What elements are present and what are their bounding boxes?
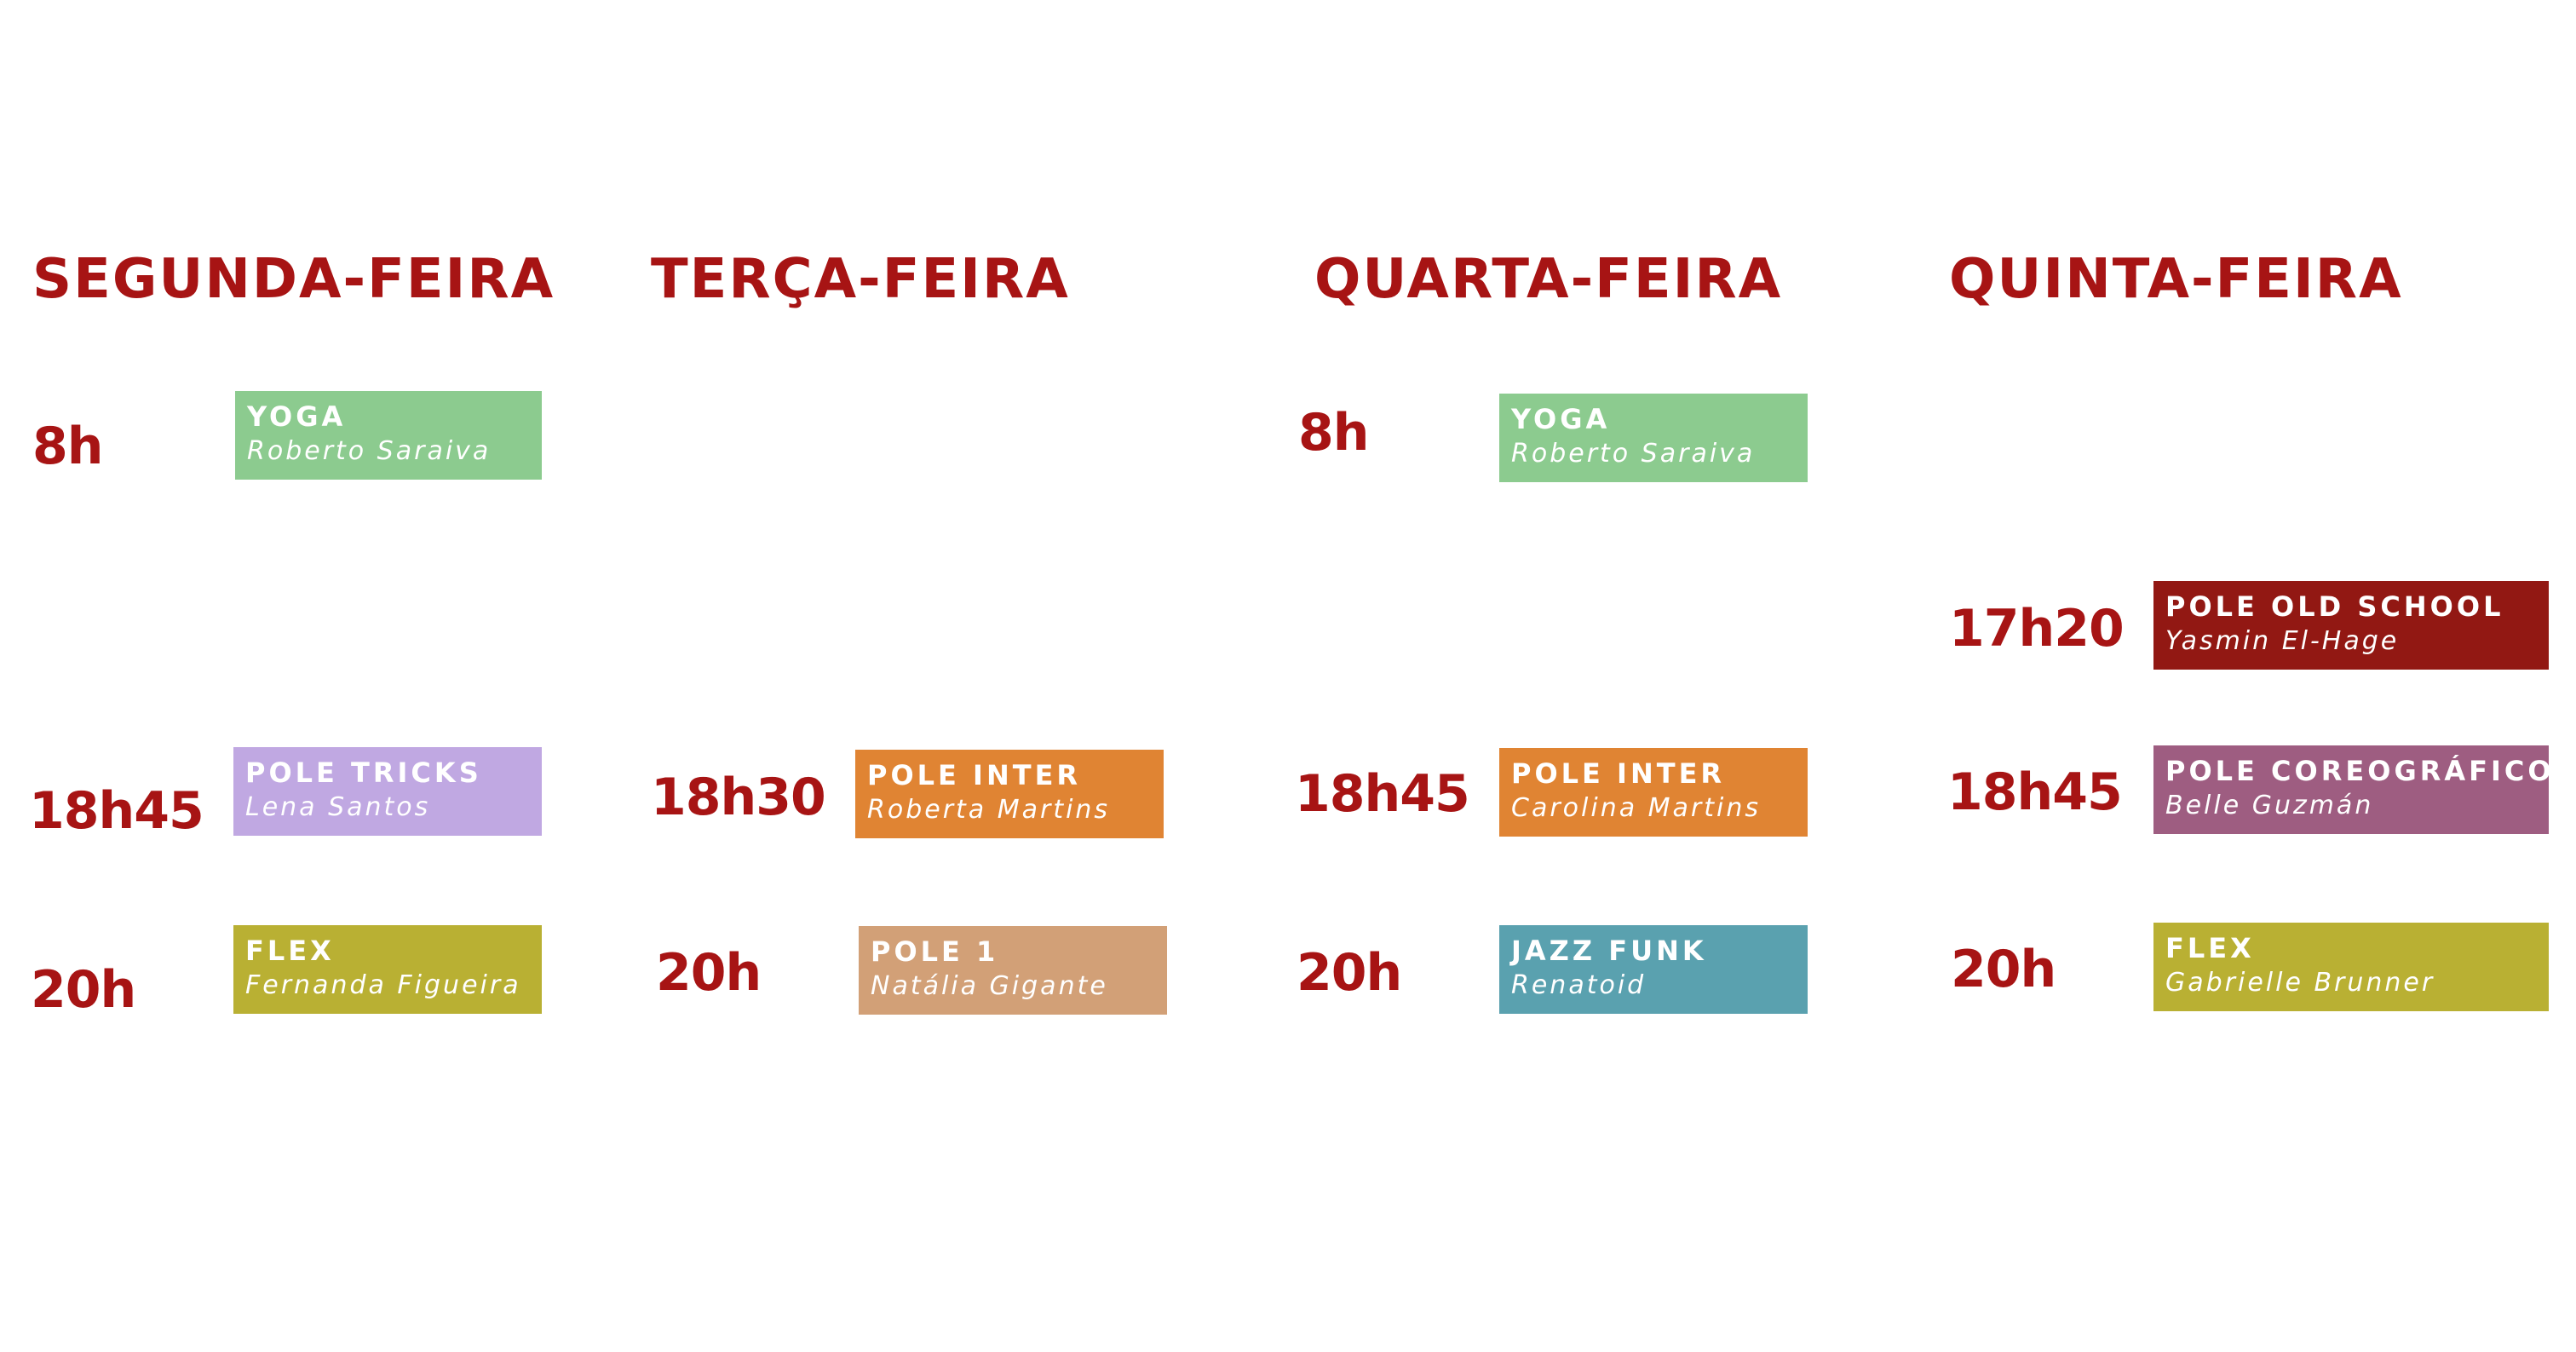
teacher-name: Carolina Martins xyxy=(1511,793,1761,823)
class-card-pole-1: POLE 1 Natália Gigante xyxy=(859,926,1167,1015)
class-card-flex: FLEX Fernanda Figueira xyxy=(233,925,542,1014)
class-name: POLE OLD SCHOOL xyxy=(2165,590,2504,623)
teacher-name: Roberta Martins xyxy=(867,795,1111,825)
class-card-pole-tricks: POLE TRICKS Lena Santos xyxy=(233,747,542,836)
day-heading-segunda: SEGUNDA-FEIRA xyxy=(32,248,555,311)
time-label: 8h xyxy=(1298,403,1369,463)
time-label: 8h xyxy=(32,417,103,476)
class-card-flex: FLEX Gabrielle Brunner xyxy=(2153,923,2549,1011)
time-label: 20h xyxy=(656,943,762,1003)
time-label: 18h30 xyxy=(651,768,826,827)
time-label: 18h45 xyxy=(1295,764,1470,824)
class-card-pole-old-school: POLE OLD SCHOOL Yasmin El-Hage xyxy=(2153,581,2549,670)
class-name: POLE INTER xyxy=(867,759,1082,791)
teacher-name: Fernanda Figueira xyxy=(245,970,521,1000)
teacher-name: Gabrielle Brunner xyxy=(2165,968,2435,998)
teacher-name: Lena Santos xyxy=(245,792,431,822)
class-card-pole-inter: POLE INTER Roberta Martins xyxy=(855,750,1164,838)
time-label: 20h xyxy=(1951,940,2056,999)
teacher-name: Yasmin El-Hage xyxy=(2165,626,2400,656)
time-label: 20h xyxy=(31,960,136,1020)
class-name: JAZZ FUNK xyxy=(1511,935,1707,967)
time-label: 17h20 xyxy=(1949,599,2125,659)
class-card-yoga: YOGA Roberto Saraiva xyxy=(1499,394,1808,482)
time-label: 20h xyxy=(1297,943,1402,1003)
class-name: FLEX xyxy=(2165,932,2255,964)
class-name: POLE 1 xyxy=(871,935,999,968)
day-heading-quinta: QUINTA-FEIRA xyxy=(1949,248,2403,311)
day-heading-terca: TERÇA-FEIRA xyxy=(651,248,1070,311)
day-heading-quarta: QUARTA-FEIRA xyxy=(1314,248,1783,311)
class-name: FLEX xyxy=(245,935,335,967)
class-name: YOGA xyxy=(1511,403,1611,435)
class-name: POLE INTER xyxy=(1511,757,1726,790)
teacher-name: Renatoid xyxy=(1511,970,1647,1000)
class-card-pole-coreografico: POLE COREOGRÁFICO Belle Guzmán xyxy=(2153,745,2549,834)
teacher-name: Natália Gigante xyxy=(871,971,1108,1001)
class-card-pole-inter: POLE INTER Carolina Martins xyxy=(1499,748,1808,837)
teacher-name: Belle Guzmán xyxy=(2165,791,2374,820)
class-name: POLE COREOGRÁFICO xyxy=(2165,755,2549,787)
teacher-name: Roberto Saraiva xyxy=(247,436,492,466)
class-card-jazz-funk: JAZZ FUNK Renatoid xyxy=(1499,925,1808,1014)
time-label: 18h45 xyxy=(1947,762,2123,822)
teacher-name: Roberto Saraiva xyxy=(1511,439,1756,469)
time-label: 18h45 xyxy=(29,781,204,841)
class-name: POLE TRICKS xyxy=(245,757,482,789)
class-name: YOGA xyxy=(247,400,347,433)
class-card-yoga: YOGA Roberto Saraiva xyxy=(235,391,542,480)
